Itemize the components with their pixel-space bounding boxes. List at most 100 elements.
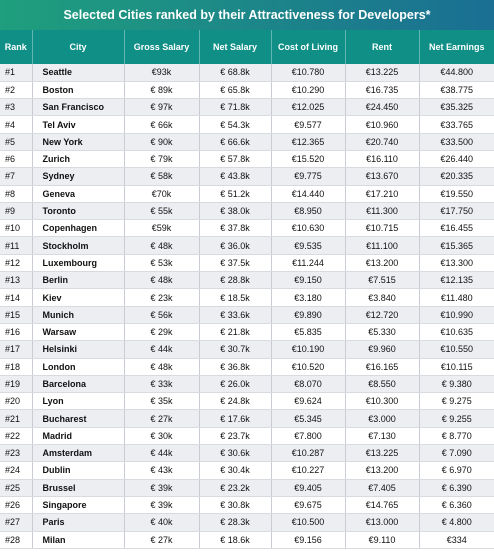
table-row: #24 Dublin € 43k € 30.4k €10.227 €13.200 € 6.9… — [0, 461, 494, 480]
cell-net-earnings: €10.550 — [419, 340, 494, 359]
cell-cost-of-living: €14.440 — [271, 185, 346, 203]
header-net-earnings: Net Earnings — [428, 42, 485, 52]
cell-rank: #15 — [0, 306, 33, 324]
cell-rank: #7 — [0, 167, 33, 186]
header-city: City — [32, 30, 125, 64]
cell-rank: #18 — [0, 358, 33, 376]
cell-rank: #17 — [0, 340, 33, 359]
cell-city: Berlin — [32, 271, 125, 290]
cell-rank: #25 — [0, 479, 33, 497]
cell-city: Amsterdam — [32, 444, 125, 463]
cell-rank: #21 — [0, 409, 33, 428]
cell-rank: #4 — [0, 115, 33, 134]
cell-cost-of-living: €11.244 — [271, 254, 346, 273]
cell-cost-of-living: €12.025 — [271, 98, 346, 117]
cell-net-salary: € 18.5k — [199, 288, 272, 307]
table-row: #18 London € 48k € 36.8k €10.520 €16.165 €10.1… — [0, 358, 494, 376]
cell-net-salary: € 24.8k — [199, 392, 272, 411]
table-body: #1 Seattle €93k € 68.8k €10.780 €13.225 €44.80… — [0, 64, 494, 549]
cell-cost-of-living: €10.287 — [271, 444, 346, 463]
cell-net-salary: € 38.0k — [199, 202, 272, 221]
cell-gross-salary: € 48k — [124, 236, 200, 255]
cell-city: Brussel — [32, 479, 125, 497]
cell-net-earnings: € 8.770 — [419, 427, 494, 446]
cell-gross-salary: € 39k — [124, 496, 200, 515]
cell-rank: #27 — [0, 513, 33, 532]
cell-net-salary: € 57.8k — [199, 150, 272, 169]
cell-net-earnings: € 9.275 — [419, 392, 494, 411]
cell-net-salary: € 23.7k — [199, 427, 272, 446]
table-row: #7 Sydney € 58k € 43.8k €9.775 €13.670 €20.335 — [0, 167, 494, 186]
cell-rent: €11.100 — [345, 236, 420, 255]
cell-rank: #24 — [0, 461, 33, 480]
table-row: #28 Milan € 27k € 18.6k €9.156 €9.110 €334 — [0, 531, 494, 549]
cell-rank: #11 — [0, 236, 33, 255]
table-row: #2 Boston € 89k € 65.8k €10.290 €16.735 €38.77… — [0, 81, 494, 100]
cell-city: Warsaw — [32, 323, 125, 342]
cell-city: New York — [32, 133, 125, 151]
cell-cost-of-living: €7.800 — [271, 427, 346, 446]
table-row: #17 Helsinki € 44k € 30.7k €10.190 €9.960 €10.… — [0, 340, 494, 359]
header-net-salary: Net Salary — [199, 30, 272, 64]
cell-net-salary: € 28.3k — [199, 513, 272, 532]
table-row: #16 Warsaw € 29k € 21.8k €5.835 €5.330 €10.635 — [0, 323, 494, 342]
cell-net-earnings: €33.765 — [419, 115, 494, 134]
cell-rank: #3 — [0, 98, 33, 117]
cell-net-salary: € 68.8k — [199, 64, 272, 82]
cell-net-earnings: € 9.255 — [419, 409, 494, 428]
cell-net-earnings: €16.455 — [419, 219, 494, 238]
table-row: #19 Barcelona € 33k € 26.0k €8.070 €8.550 € 9.… — [0, 375, 494, 394]
cell-rent: €10.300 — [345, 392, 420, 411]
table-row: #10 Copenhagen €59k € 37.8k €10.630 €10.715 €1… — [0, 219, 494, 238]
cell-rank: #14 — [0, 288, 33, 307]
cell-rank: #19 — [0, 375, 33, 394]
cell-city: Sydney — [32, 167, 125, 186]
cell-gross-salary: € 43k — [124, 461, 200, 480]
cell-net-salary: € 33.6k — [199, 306, 272, 324]
cell-gross-salary: €59k — [124, 219, 200, 238]
table-row: #4 Tel Aviv € 66k € 54.3k €9.577 €10.960 €33.7… — [0, 115, 494, 134]
cell-rent: €16.110 — [345, 150, 420, 169]
cell-city: San Francisco — [32, 98, 125, 117]
header-rank: Rank — [0, 30, 33, 64]
cell-rank: #26 — [0, 496, 33, 515]
cell-net-earnings: €10.115 — [419, 358, 494, 376]
cell-rank: #16 — [0, 323, 33, 342]
cell-city: Geneva — [32, 185, 125, 203]
cell-net-earnings: €11.480 — [419, 288, 494, 307]
cell-gross-salary: € 35k — [124, 392, 200, 411]
cell-net-earnings: €17.750 — [419, 202, 494, 221]
cell-net-salary: € 30.7k — [199, 340, 272, 359]
cell-net-salary: € 51.2k — [199, 185, 272, 203]
cell-net-salary: € 30.6k — [199, 444, 272, 463]
cell-rank: #28 — [0, 531, 33, 549]
cell-cost-of-living: €10.227 — [271, 461, 346, 480]
cell-cost-of-living: €10.290 — [271, 81, 346, 100]
cell-net-salary: € 30.8k — [199, 496, 272, 515]
table-row: #1 Seattle €93k € 68.8k €10.780 €13.225 €44.80… — [0, 64, 494, 82]
cell-rent: €8.550 — [345, 375, 420, 394]
cell-gross-salary: € 33k — [124, 375, 200, 394]
cell-gross-salary: € 97k — [124, 98, 200, 117]
table-title: Selected Cities ranked by their Attracti… — [0, 0, 494, 30]
cell-net-salary: € 54.3k — [199, 115, 272, 134]
cell-cost-of-living: €10.190 — [271, 340, 346, 359]
cell-net-earnings: € 4.800 — [419, 513, 494, 532]
table-row: #14 Kiev € 23k € 18.5k €3.180 €3.840 €11.480 — [0, 288, 494, 307]
table-row: #12 Luxembourg € 53k € 37.5k €11.244 €13.200 €… — [0, 254, 494, 273]
cell-cost-of-living: €9.405 — [271, 479, 346, 497]
cell-rank: #8 — [0, 185, 33, 203]
cell-net-earnings: €10.990 — [419, 306, 494, 324]
cell-gross-salary: € 56k — [124, 306, 200, 324]
cell-gross-salary: € 27k — [124, 531, 200, 549]
cell-city: Milan — [32, 531, 125, 549]
table-row: #15 Munich € 56k € 33.6k €9.890 €12.720 €10.99… — [0, 306, 494, 324]
cell-rent: €7.515 — [345, 271, 420, 290]
cell-gross-salary: € 27k — [124, 409, 200, 428]
cell-rent: €20.740 — [345, 133, 420, 151]
cell-rent: €7.405 — [345, 479, 420, 497]
cell-cost-of-living: €5.345 — [271, 409, 346, 428]
cell-net-earnings: € 7.090 — [419, 444, 494, 463]
table-row: #8 Geneva €70k € 51.2k €14.440 €17.210 €19.550 — [0, 185, 494, 203]
cell-net-earnings: € 6.360 — [419, 496, 494, 515]
